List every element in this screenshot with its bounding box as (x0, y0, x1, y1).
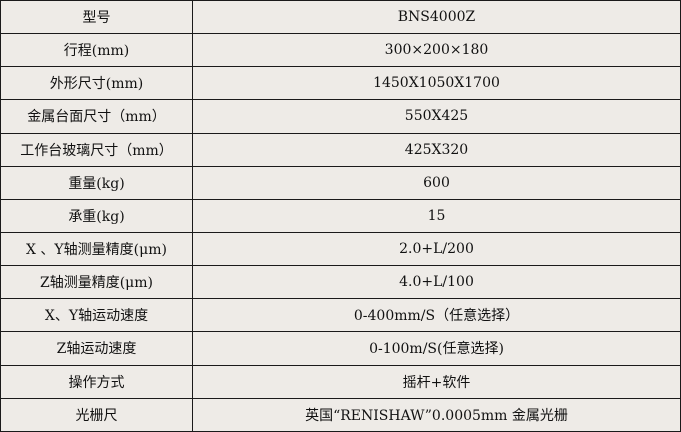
spec-value: 425X320 (192, 132, 681, 167)
table-row: 型号 BNS4000Z (0, 0, 681, 35)
table-row: 工作台玻璃尺寸（mm） 425X320 (0, 132, 681, 167)
spec-value: 1450X1050X1700 (192, 66, 681, 101)
spec-label: 操作方式 (0, 364, 193, 399)
table-row: X、Y轴运动速度 0-400mm/S（任意选择） (0, 298, 681, 333)
spec-value: 600 (192, 165, 681, 200)
spec-label: Z轴测量精度(μm) (0, 265, 193, 300)
spec-value: 英国“RENISHAW”0.0005mm 金属光栅 (192, 397, 681, 432)
spec-label: X 、Y轴测量精度(μm) (0, 231, 193, 267)
table-row: 承重(kg) 15 (0, 198, 681, 233)
spec-label: 承重(kg) (0, 198, 193, 233)
spec-label: 型号 (0, 0, 193, 35)
spec-label: Z轴运动速度 (0, 331, 193, 366)
table-row: 光栅尺 英国“RENISHAW”0.0005mm 金属光栅 (0, 397, 681, 432)
spec-value: 550X425 (192, 99, 681, 134)
spec-label: 外形尺寸(mm) (0, 66, 193, 101)
spec-value: 摇杆+软件 (192, 364, 681, 399)
spec-value: 4.0+L/100 (192, 265, 681, 300)
table-row: X 、Y轴测量精度(μm) 2.0+L/200 (0, 231, 681, 267)
spec-value: 0-400mm/S（任意选择） (192, 298, 681, 333)
table-row: 外形尺寸(mm) 1450X1050X1700 (0, 66, 681, 101)
spec-value: 15 (192, 198, 681, 233)
spec-label: 重量(kg) (0, 165, 193, 200)
spec-value: 2.0+L/200 (192, 231, 681, 267)
spec-label: 金属台面尺寸（mm） (0, 99, 193, 134)
table-row: Z轴运动速度 0-100m/S(任意选择) (0, 331, 681, 366)
table-row: 操作方式 摇杆+软件 (0, 364, 681, 399)
spec-label: 工作台玻璃尺寸（mm） (0, 132, 193, 167)
table-row: 金属台面尺寸（mm） 550X425 (0, 99, 681, 134)
table-row: 重量(kg) 600 (0, 165, 681, 200)
spec-value: 300×200×180 (192, 33, 681, 68)
spec-label: 光栅尺 (0, 397, 193, 432)
table-row: 行程(mm) 300×200×180 (0, 33, 681, 68)
spec-label: X、Y轴运动速度 (0, 298, 193, 333)
spec-value: 0-100m/S(任意选择) (192, 331, 681, 366)
spec-label: 行程(mm) (0, 33, 193, 68)
table-row: Z轴测量精度(μm) 4.0+L/100 (0, 265, 681, 300)
spec-value: BNS4000Z (192, 0, 681, 35)
